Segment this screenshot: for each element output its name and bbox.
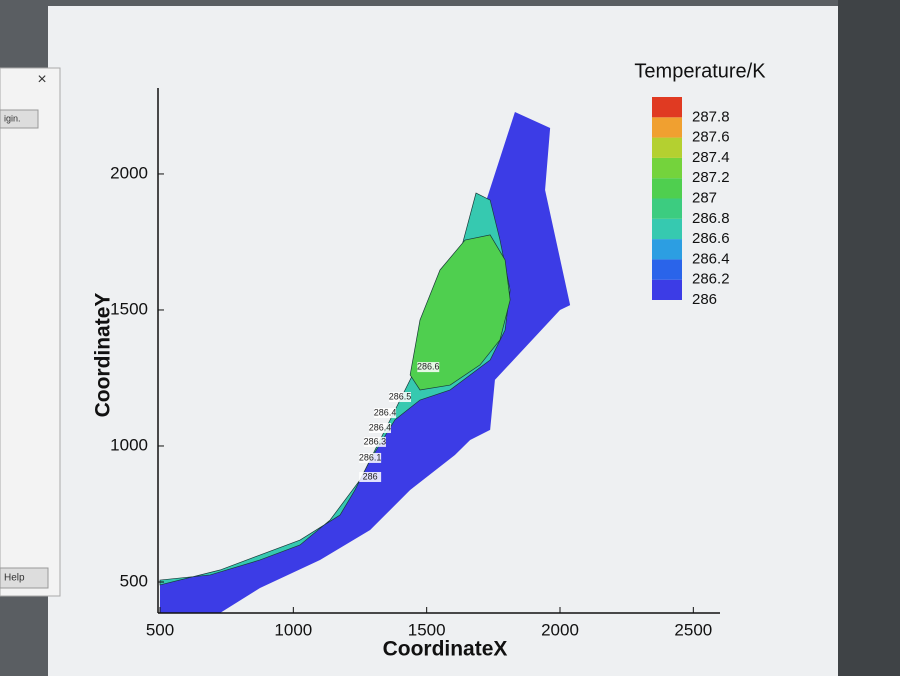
legend-label: 287.6 [692,129,730,146]
legend-swatch [652,157,682,179]
legend-label: 286.4 [692,250,730,267]
plot: 286.6 286.5 286.4 286.4 286.3 286.1 286 500 1000… [110,88,730,639]
contour-label-bg [374,408,397,419]
contour-label: 286.4 [374,407,397,417]
contour-label: 286.5 [389,391,412,401]
contour-label-bg [359,452,382,463]
legend-label: 286.6 [692,230,730,247]
legend-title: Temperature/K [634,60,766,82]
legend-label: 287 [692,189,717,206]
legend-label: 287.4 [692,149,730,166]
legend-label: 286.8 [692,210,730,227]
button-label: Help [4,573,25,584]
button[interactable] [0,567,49,589]
contour-region [409,234,511,391]
contour-label-bg [417,362,440,373]
x-tick-label: 500 [146,620,174,639]
y-tick-label: 1500 [110,299,148,318]
x-axis-title: CoordinateX [383,638,508,661]
contour-label: 286.3 [364,436,387,446]
legend-swatch [652,198,682,219]
legend-swatch [652,218,682,240]
contour-label: 286.6 [417,361,440,371]
button[interactable] [0,109,39,129]
x-tick-label: 1500 [408,620,446,639]
y-tick-label: 500 [120,571,148,590]
contour-region [160,111,571,614]
contour-label: 286.1 [359,452,382,462]
contour-label-bg [363,436,386,447]
legend-swatch [652,239,682,260]
button-label: igin. [4,113,21,123]
legend-swatch [652,137,682,158]
contour-label: 286 [363,471,378,481]
contour-label-bg [359,471,382,482]
x-tick-label: 2500 [674,620,712,639]
x-tick-label: 2000 [541,620,579,639]
dialog [0,67,61,597]
y-tick-label: 2000 [110,163,148,182]
legend-label: 286 [692,291,717,308]
legend-swatch [652,259,682,280]
legend-label: 287.8 [692,108,730,125]
contour-label-bg [389,392,411,403]
legend-swatch [652,279,682,300]
close-button[interactable]: × [37,71,46,88]
legend-swatch [652,117,682,138]
bezel [838,0,900,676]
x-tick-label: 1000 [274,620,312,639]
legend-swatch [652,178,682,199]
legend-label: 286.2 [692,271,730,288]
contour-label-bg [369,423,391,434]
y-axis-title: CoordinateY [92,293,115,418]
contour-label: 286.4 [369,422,392,432]
y-tick-label: 1000 [110,435,148,454]
legend-label: 287.2 [692,169,730,186]
contour-region [159,192,511,586]
legend-swatch [652,97,682,118]
